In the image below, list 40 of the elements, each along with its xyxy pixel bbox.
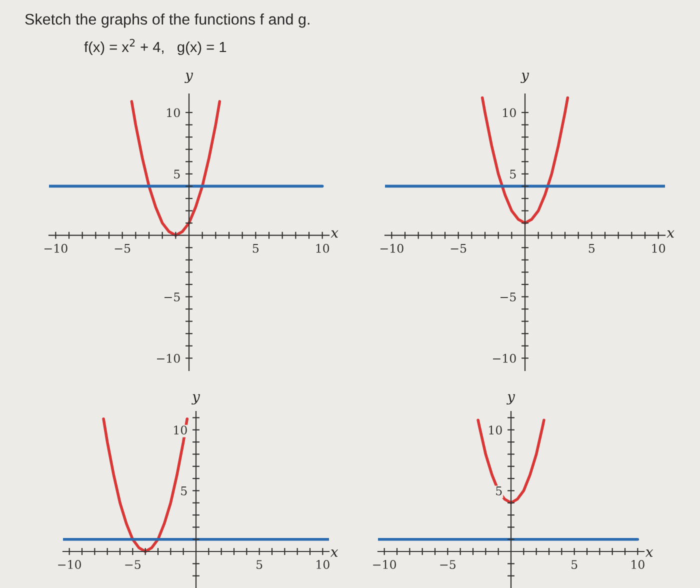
chart-title: Sketch the graphs of the functions f and g.: [25, 13, 310, 28]
x-tick-label: 10: [632, 560, 644, 569]
y-tick-label: −5: [500, 292, 516, 302]
y-axis-title: y: [192, 394, 200, 405]
y-tick-label: 10: [489, 426, 502, 434]
chart-subtitle: f(x) = x$^{2}$ + 4, g(x) = 1: [84, 38, 226, 56]
x-tick-label: −5: [114, 244, 130, 253]
x-tick-label: −5: [450, 244, 466, 253]
x-tick-label: −5: [125, 560, 140, 569]
line-series: [130, 100, 222, 237]
y-axis-title: y: [506, 394, 516, 405]
x-tick-label: 10: [652, 244, 666, 253]
x-axis-title: x: [645, 550, 654, 557]
x-tick-label: 5: [572, 560, 578, 569]
y-tick-label: 5: [174, 170, 180, 179]
line-series: [480, 96, 570, 224]
line-series: [102, 418, 189, 553]
y-tick-label: 10: [503, 108, 516, 118]
x-tick-label: −10: [58, 560, 82, 569]
x-tick-label: −10: [373, 560, 396, 569]
y-tick-label: −5: [164, 292, 180, 302]
y-tick-label: 5: [510, 170, 516, 179]
x-tick-label: 5: [252, 244, 259, 253]
x-tick-label: 10: [316, 244, 330, 253]
y-tick-label: 10: [174, 426, 187, 434]
x-tick-label: 10: [316, 560, 330, 569]
y-axis-title: y: [184, 72, 194, 84]
y-tick-label: 10: [167, 108, 180, 118]
x-tick-label: −5: [440, 560, 456, 569]
x-tick-label: −10: [380, 244, 404, 253]
x-tick-label: 5: [588, 244, 595, 253]
y-axis-title: y: [520, 72, 530, 84]
x-tick-label: −10: [44, 244, 68, 253]
x-tick-label: 5: [256, 560, 262, 569]
x-axis-title: x: [666, 230, 674, 238]
x-axis-title: x: [330, 550, 338, 557]
line-series: [476, 418, 546, 504]
y-tick-label: −10: [493, 354, 516, 363]
x-axis-title: x: [330, 230, 338, 238]
y-tick-label: −10: [157, 354, 180, 363]
